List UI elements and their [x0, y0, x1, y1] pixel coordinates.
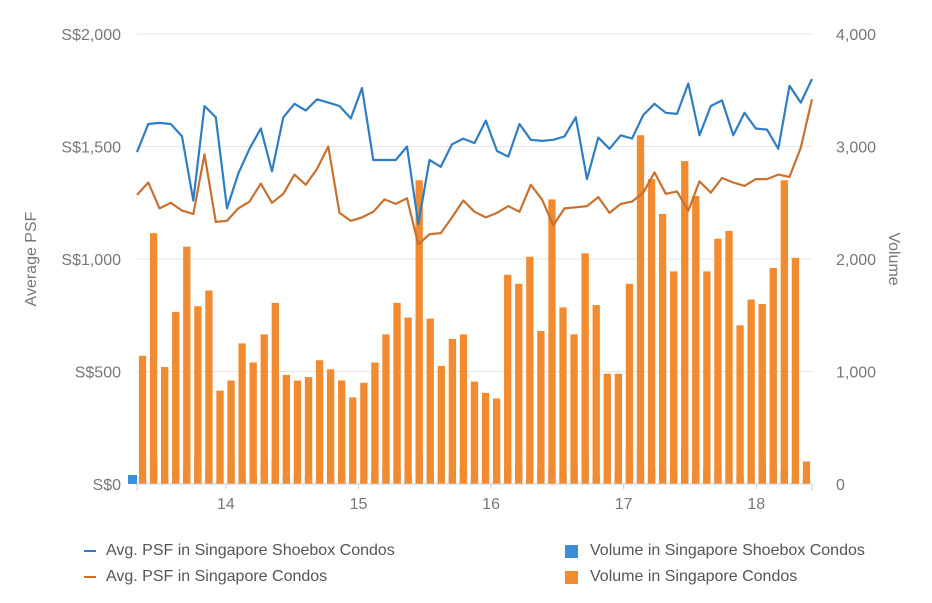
bar-shoebox-volume-edge[interactable] [128, 475, 137, 484]
y-right-tick-label: 4,000 [836, 27, 876, 44]
legend-label: Avg. PSF in Singapore Shoebox Condos [106, 542, 395, 559]
bar-condo-volume[interactable] [636, 135, 645, 484]
bar-condo-volume[interactable] [238, 343, 246, 484]
chart-legend: Avg. PSF in Singapore Shoebox Condos Avg… [0, 536, 932, 596]
bar-condo-volume[interactable] [769, 268, 777, 484]
bar-condo-volume[interactable] [459, 334, 468, 484]
x-tick-label: 17 [615, 496, 633, 513]
bar-condo-volume[interactable] [758, 304, 766, 484]
y-left-tick-label: S$1,500 [61, 140, 121, 157]
legend-label: Avg. PSF in Singapore Condos [106, 568, 328, 585]
y-right-axis-title: Volume [885, 232, 902, 285]
legend-square-marker [565, 570, 578, 584]
line-shoebox-psf[interactable] [135, 78, 813, 226]
bar-condo-volume[interactable] [802, 461, 811, 485]
y-left-tick-label: S$0 [93, 477, 122, 494]
bar-condo-volume[interactable] [326, 369, 335, 484]
legend-item-shoebox-psf[interactable]: Avg. PSF in Singapore Shoebox Condos [84, 542, 395, 560]
bar-condo-volume[interactable] [780, 180, 788, 484]
bar-condo-volume[interactable] [249, 362, 257, 485]
y-right-tick-label: 3,000 [836, 140, 876, 157]
bar-condo-volume[interactable] [681, 161, 689, 484]
x-tick-label: 16 [482, 496, 500, 513]
bar-condo-volume[interactable] [315, 360, 324, 484]
combo-chart: S$2,000 S$1,500 S$1,000 S$500 S$0 4,000 3,000 2… [23, 27, 902, 513]
bar-condo-volume[interactable] [647, 179, 656, 484]
x-tick-label: 18 [747, 496, 765, 513]
bar-condo-volume[interactable] [205, 290, 213, 485]
legend-square-marker [565, 544, 578, 558]
bar-condo-volume[interactable] [537, 331, 545, 484]
bar-condo-volume[interactable] [703, 271, 711, 484]
bar-condo-volume[interactable] [138, 355, 147, 484]
y-left-tick-label: S$2,000 [61, 27, 121, 44]
bar-condo-volume[interactable] [194, 306, 202, 484]
bar-condo-volume[interactable] [161, 367, 169, 484]
legend-label: Volume in Singapore Shoebox Condos [590, 542, 865, 559]
bar-condo-volume[interactable] [149, 233, 158, 484]
legend-item-condo-volume[interactable]: Volume in Singapore Condos [565, 568, 797, 586]
legend-item-shoebox-volume[interactable]: Volume in Singapore Shoebox Condos [565, 542, 865, 560]
bar-condo-volume[interactable] [227, 380, 235, 485]
legend-line-marker [84, 576, 96, 578]
legend-item-condo-psf[interactable]: Avg. PSF in Singapore Condos [84, 568, 327, 586]
bar-condo-volume[interactable] [504, 274, 512, 484]
bar-condo-volume[interactable] [183, 246, 191, 484]
y-right-tick-label: 1,000 [836, 365, 876, 382]
bar-condo-volume[interactable] [293, 380, 302, 485]
bar-condo-volume[interactable] [470, 381, 479, 484]
bar-condo-volume[interactable] [692, 196, 700, 484]
bar-condo-volume[interactable] [747, 299, 755, 485]
bar-condo-volume[interactable] [791, 257, 800, 484]
x-tick-label: 15 [350, 496, 368, 513]
bar-condo-volume[interactable] [282, 374, 291, 484]
bar-condo-volume[interactable] [714, 238, 722, 484]
bar-condo-volume[interactable] [371, 362, 379, 485]
bar-condo-volume[interactable] [515, 283, 523, 484]
bar-condo-volume[interactable] [581, 253, 589, 484]
bar-condo-volume[interactable] [360, 382, 368, 484]
bar-condo-volume[interactable] [338, 380, 346, 485]
line-condo-psf[interactable] [136, 99, 814, 246]
bar-condo-volume[interactable] [448, 338, 457, 484]
bar-condo-volume[interactable] [437, 365, 445, 484]
bar-condo-volume[interactable] [415, 180, 423, 484]
bar-condo-volume[interactable] [492, 398, 501, 485]
x-tick-label: 14 [217, 496, 235, 513]
y-left-tick-label: S$500 [75, 365, 121, 382]
bar-condo-volume[interactable] [349, 397, 357, 484]
bar-condo-volume[interactable] [603, 373, 611, 484]
y-right-tick-label: 0 [836, 477, 845, 494]
legend-label: Volume in Singapore Condos [590, 568, 798, 585]
bar-condo-volume[interactable] [736, 325, 744, 484]
bar-condo-volume[interactable] [172, 311, 180, 484]
bar-condo-volume[interactable] [271, 302, 279, 484]
bar-condo-volume[interactable] [548, 199, 556, 484]
bar-condo-volume[interactable] [592, 305, 600, 484]
bar-condo-volume[interactable] [526, 256, 534, 484]
y-left-axis-title: Average PSF [23, 211, 40, 306]
bar-condo-volume[interactable] [216, 390, 224, 484]
bar-condo-volume[interactable] [404, 317, 412, 485]
y-right-tick-label: 2,000 [836, 252, 876, 269]
bar-condo-volume[interactable] [426, 318, 434, 484]
bar-condo-volume[interactable] [725, 230, 733, 484]
y-left-tick-label: S$1,000 [61, 252, 121, 269]
bar-condo-volume[interactable] [481, 392, 490, 484]
bar-condo-volume[interactable] [260, 334, 268, 484]
bar-condo-volume[interactable] [658, 214, 667, 484]
bar-condo-volume[interactable] [304, 377, 313, 484]
bar-condo-volume[interactable] [670, 271, 678, 484]
bar-condo-volume[interactable] [559, 307, 567, 484]
bar-condo-volume[interactable] [393, 302, 401, 484]
bar-condo-volume[interactable] [382, 334, 390, 484]
bar-condo-volume[interactable] [625, 283, 634, 484]
bar-condo-volume[interactable] [614, 373, 623, 484]
legend-line-marker [84, 550, 96, 552]
bar-condo-volume[interactable] [570, 334, 578, 484]
